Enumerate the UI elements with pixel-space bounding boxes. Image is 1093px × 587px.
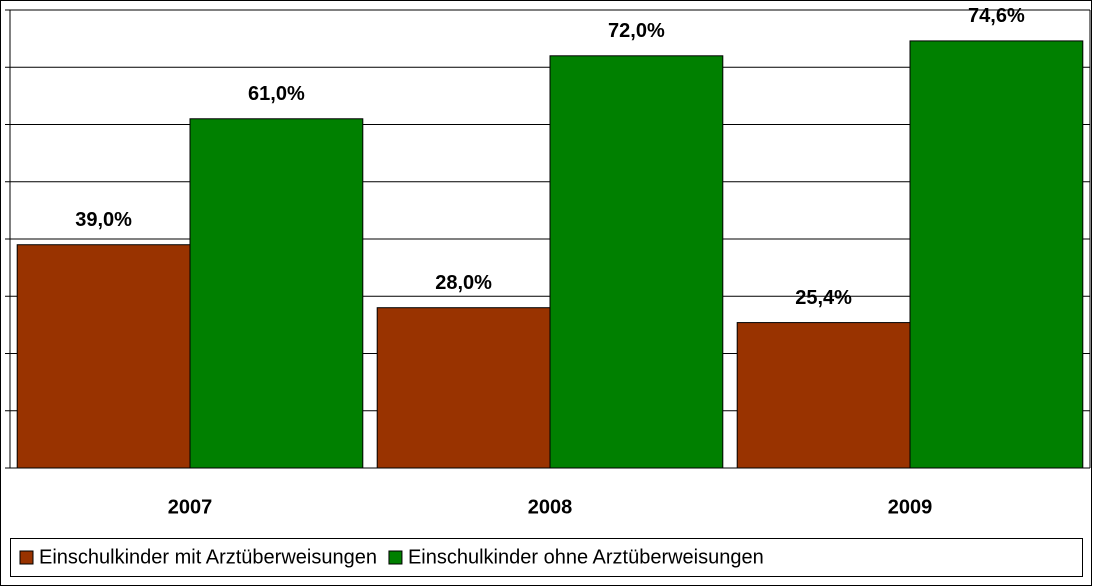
bar — [909, 40, 1084, 469]
x-tick-label: 2009 — [888, 496, 933, 518]
bar — [16, 244, 191, 469]
data-label: 39,0% — [75, 209, 132, 231]
bar — [189, 118, 364, 469]
data-label: 25,4% — [795, 287, 852, 309]
data-label: 28,0% — [435, 272, 492, 294]
x-tick-label: 2007 — [168, 496, 213, 518]
legend-swatch — [388, 550, 403, 565]
legend-swatch — [19, 550, 34, 565]
legend-label: Einschulkinder ohne Arztüberweisungen — [408, 546, 764, 568]
bar — [549, 55, 724, 469]
legend-box — [10, 538, 1083, 577]
data-label: 74,6% — [968, 5, 1025, 27]
bar — [376, 307, 551, 469]
bar — [736, 322, 911, 469]
legend-label: Einschulkinder mit Arztüberweisungen — [39, 546, 377, 568]
data-label: 72,0% — [608, 20, 665, 42]
x-tick-label: 2008 — [528, 496, 573, 518]
data-label: 61,0% — [248, 83, 305, 105]
